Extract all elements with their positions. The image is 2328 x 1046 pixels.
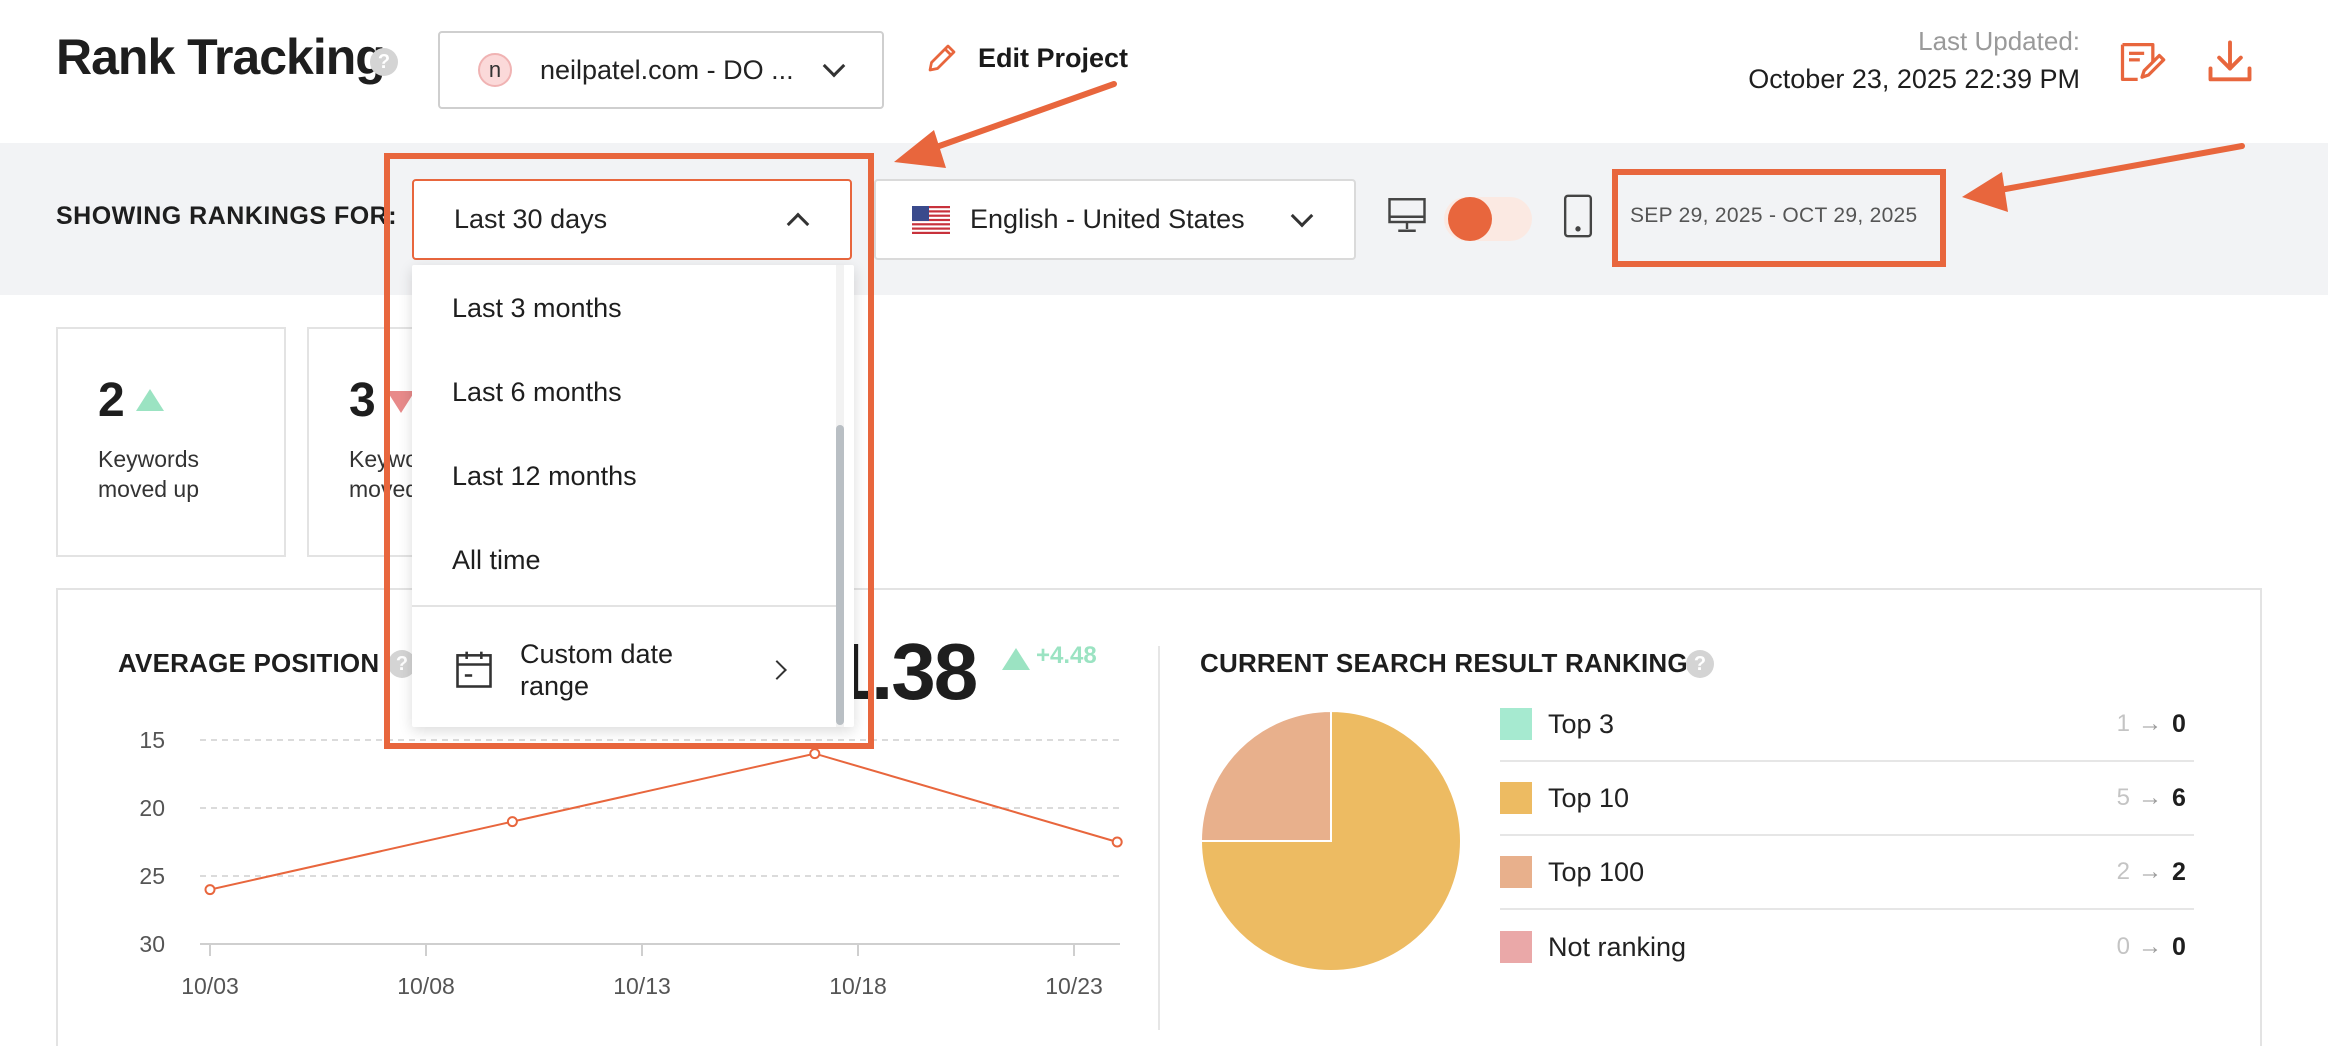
date-range-label: SEP 29, 2025 - OCT 29, 2025 [1630, 204, 1918, 227]
pie-slice [1199, 709, 1332, 842]
legend-name: Top 3 [1548, 708, 1615, 739]
project-select[interactable]: n neilpatel.com - DO ... [438, 31, 884, 109]
custom-date-range-label: Custom date range [520, 638, 674, 701]
legend-name: Top 10 [1548, 782, 1630, 813]
mobile-icon[interactable] [1560, 194, 1596, 238]
legend-to: 0 [2172, 709, 2186, 738]
menu-item-last-3-months[interactable]: Last 3 months [452, 293, 622, 323]
legend-name: Not ranking [1548, 931, 1687, 962]
date-range-menu: Last 3 months Last 6 months Last 12 mont… [412, 265, 854, 727]
legend-to: 0 [2172, 932, 2186, 961]
rankings-pie-chart [1199, 709, 1462, 972]
project-label: neilpatel.com - DO ... [540, 54, 794, 85]
download-icon[interactable] [2204, 36, 2256, 88]
series-point [1111, 836, 1123, 848]
legend-swatch [1500, 931, 1532, 963]
menu-item-last-6-months[interactable]: Last 6 months [452, 377, 622, 407]
ranking-row-top3: Top 3 1 → 0 [1500, 688, 2194, 762]
menu-divider [412, 605, 842, 607]
legend-swatch [1500, 856, 1532, 888]
stat-text: Keywords moved up [98, 446, 200, 502]
language-select[interactable]: English - United States [874, 179, 1356, 260]
annotation-box-dropdown [384, 153, 874, 749]
arrow-right-icon: → [2138, 784, 2162, 811]
legend-from: 1 [2116, 710, 2130, 737]
y-tick-label: 15 [139, 727, 165, 753]
chevron-down-icon [822, 54, 846, 78]
x-tick-label: 10/08 [397, 973, 455, 999]
help-icon[interactable]: ? [1686, 650, 1714, 678]
rankings-title: CURRENT SEARCH RESULT RANKINGS [1200, 648, 1706, 678]
panel-divider [1158, 646, 1160, 1030]
stat-value: 2 [98, 374, 125, 427]
x-tick-label: 10/18 [829, 973, 887, 999]
menu-scrollbar[interactable] [836, 425, 844, 725]
arrow-down-icon [387, 391, 415, 413]
help-icon[interactable]: ? [388, 650, 416, 678]
y-tick-label: 20 [139, 795, 165, 821]
legend-from: 5 [2116, 784, 2130, 811]
device-toggle-knob[interactable] [1448, 197, 1492, 241]
calendar-icon [456, 651, 492, 688]
range-selected-label: Last 30 days [454, 204, 608, 234]
arrow-up-icon [136, 389, 164, 411]
last-updated-label: Last Updated: [1918, 26, 2080, 56]
date-range-select[interactable]: Last 30 days [412, 179, 852, 260]
ranking-row-top100: Top 100 2 → 2 [1500, 836, 2194, 910]
series-point [204, 884, 216, 896]
y-tick-label: 25 [139, 863, 165, 889]
annotation-box-date-range [1612, 169, 1946, 267]
edit-project-label: Edit Project [978, 42, 1129, 73]
edit-project-button[interactable]: Edit Project [924, 40, 1128, 76]
desktop-icon[interactable] [1386, 194, 1428, 236]
page-title: Rank Tracking [56, 29, 386, 85]
pie-slice [1199, 709, 1462, 972]
stat-card-moved-up: 2 Keywords moved up [56, 327, 286, 557]
showing-rankings-label: SHOWING RANKINGS FOR: [56, 202, 398, 230]
chevron-down-icon [1290, 204, 1314, 227]
project-avatar: n [478, 53, 512, 87]
average-position-delta: +4.48 [1036, 642, 1097, 669]
ranking-row-top10: Top 10 5 → 6 [1500, 762, 2194, 836]
x-tick-label: 10/03 [181, 973, 239, 999]
language-label: English - United States [970, 204, 1245, 234]
pencil-icon [928, 44, 956, 72]
stat-value: 3 [349, 374, 376, 427]
arrow-up-icon [1002, 648, 1030, 670]
us-flag-icon [912, 205, 950, 234]
x-tick-label: 10/13 [613, 973, 671, 999]
x-tick-label: 10/23 [1045, 973, 1103, 999]
menu-item-last-12-months[interactable]: Last 12 months [452, 461, 637, 491]
y-tick-label: 30 [139, 931, 165, 957]
average-position-chart: 15 20 25 30 10/03 10/08 10/13 10/18 10/23 [139, 727, 1123, 999]
help-icon[interactable]: ? [370, 48, 398, 76]
series-point [809, 748, 821, 760]
menu-item-custom-date-range[interactable]: Custom date range [452, 635, 822, 705]
legend-swatch [1500, 708, 1532, 740]
series-line [209, 752, 1118, 891]
arrow-right-icon: → [2138, 710, 2162, 737]
legend-swatch [1500, 782, 1532, 814]
legend-to: 6 [2172, 783, 2186, 812]
arrow-right-icon: → [2138, 858, 2162, 885]
legend-name: Top 100 [1548, 856, 1645, 887]
report-icon[interactable] [2116, 36, 2168, 88]
arrow-right-icon: → [2138, 933, 2162, 960]
legend-from: 2 [2116, 858, 2130, 885]
legend-to: 2 [2172, 857, 2186, 886]
menu-item-all-time[interactable]: All time [452, 545, 541, 575]
ranking-row-not-ranking: Not ranking 0 → 0 [1500, 910, 2194, 984]
last-updated-value: October 23, 2025 22:39 PM [1748, 64, 2080, 94]
legend-from: 0 [2116, 933, 2130, 960]
annotation-arrow-1 [925, 81, 1117, 153]
series-point [506, 816, 518, 828]
average-position-title: AVERAGE POSITION [118, 648, 380, 678]
